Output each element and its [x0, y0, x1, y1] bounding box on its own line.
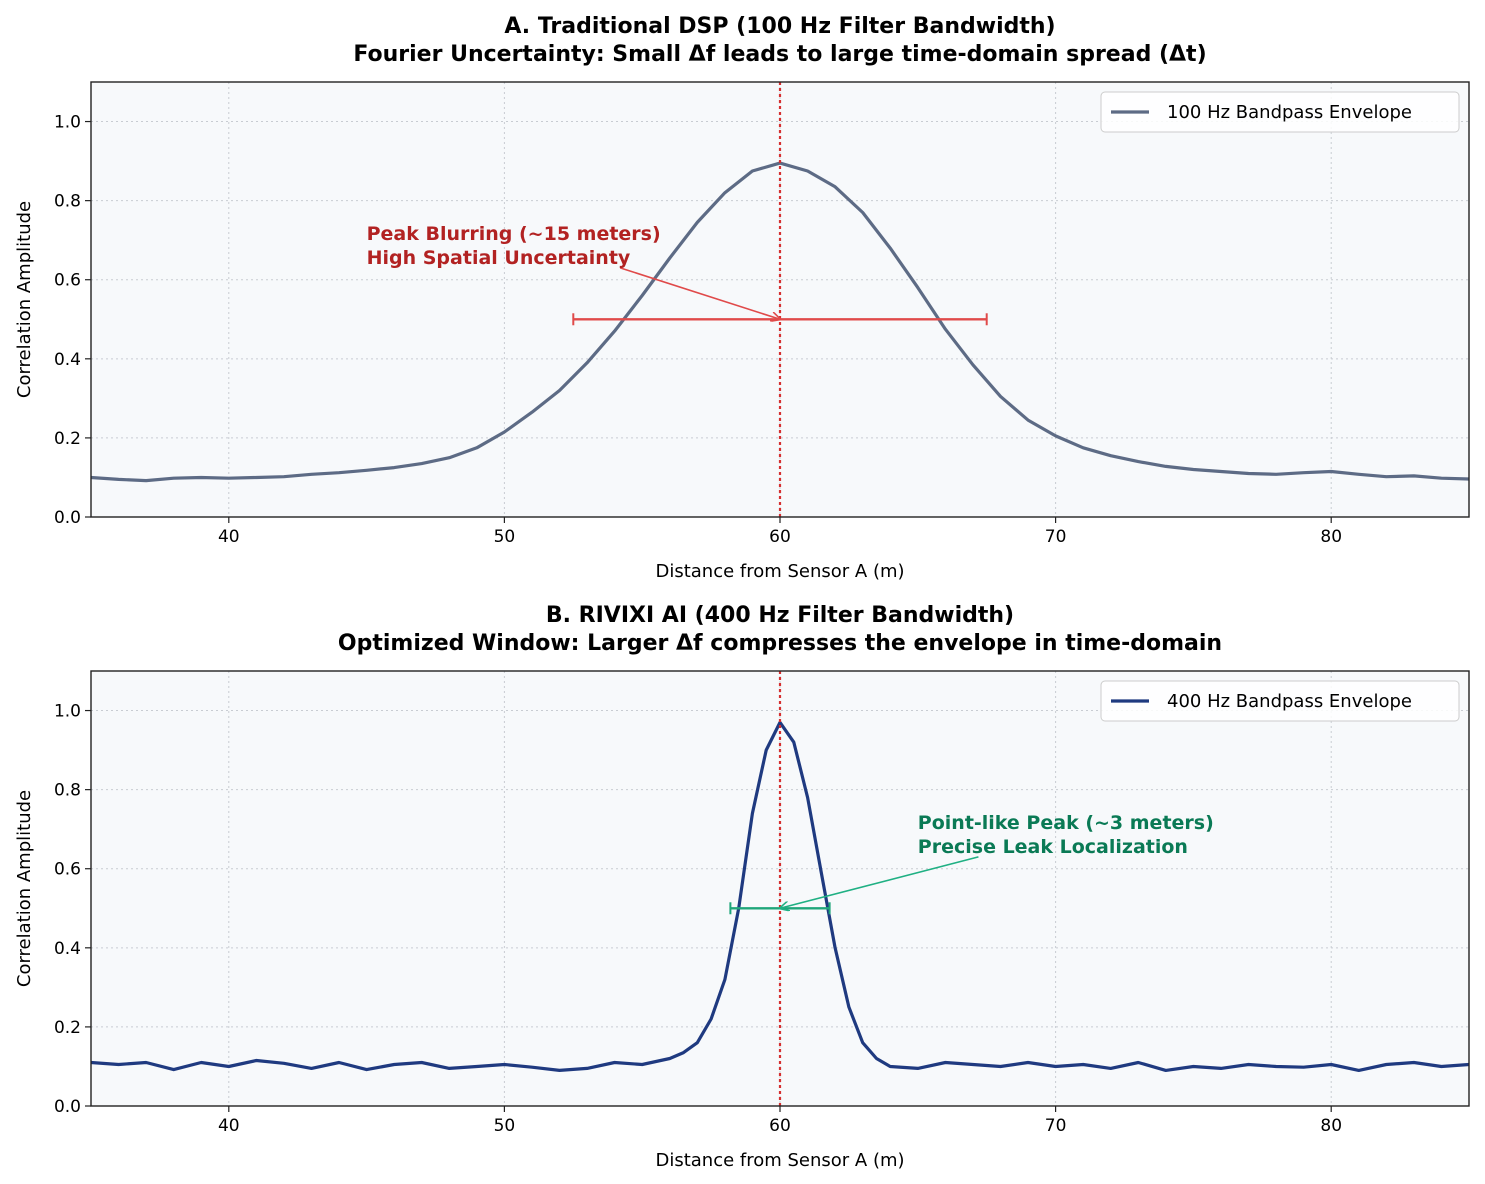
x-axis-label: Distance from Sensor A (m)	[655, 1150, 904, 1171]
y-tick-label: 1.0	[54, 113, 81, 133]
x-tick-label: 60	[769, 1116, 791, 1136]
x-tick-label: 50	[494, 1116, 516, 1136]
annotation-arrow	[780, 856, 979, 908]
legend-entry: 100 Hz Bandpass Envelope	[1167, 102, 1412, 123]
series-group	[90, 161, 1470, 483]
y-axis-label: Correlation Amplitude	[14, 201, 35, 398]
legend: 400 Hz Bandpass Envelope	[1100, 680, 1460, 722]
legend-box	[1100, 680, 1460, 722]
annotation-line-2: High Spatial Uncertainty	[367, 247, 631, 269]
series-group	[90, 720, 1470, 1072]
annotation-line-1: Peak Blurring (~15 meters)	[367, 223, 661, 245]
x-tick-label: 70	[1045, 1116, 1067, 1136]
x-tick-label: 70	[1045, 527, 1067, 547]
panel-b: B. RIVIXI AI (400 Hz Filter Bandwidth) O…	[14, 603, 1470, 1171]
y-tick-label: 0.8	[54, 192, 81, 212]
series-line	[90, 161, 1470, 483]
x-tick-label: 40	[218, 1116, 240, 1136]
x-tick-label: 40	[218, 527, 240, 547]
plot-frame	[90, 81, 1470, 518]
x-tick-label: 50	[494, 527, 516, 547]
legend: 100 Hz Bandpass Envelope	[1100, 91, 1460, 133]
legend-entry: 400 Hz Bandpass Envelope	[1167, 691, 1412, 712]
y-tick-label: 0.6	[54, 860, 81, 880]
overlay-group	[572, 82, 988, 517]
annotation-line-1: Point-like Peak (~3 meters)	[918, 812, 1214, 834]
x-tick-label: 80	[1320, 1116, 1342, 1136]
annotation: Peak Blurring (~15 meters) High Spatial …	[367, 223, 661, 269]
annotation-line-2: Precise Leak Localization	[918, 836, 1188, 858]
y-tick-label: 0.4	[54, 350, 81, 370]
x-tick-label: 80	[1320, 527, 1342, 547]
y-axis-label: Correlation Amplitude	[14, 790, 35, 987]
y-tick-label: 0.2	[54, 429, 81, 449]
annotation-arrow	[619, 267, 780, 319]
legend-box	[1100, 91, 1460, 133]
chart-subtitle: Optimized Window: Larger Δf compresses t…	[338, 631, 1222, 656]
overlay-group	[729, 671, 979, 1106]
y-tick-label: 1.0	[54, 702, 81, 722]
y-tick-label: 0.8	[54, 781, 81, 801]
y-tick-label: 0.4	[54, 939, 81, 959]
y-tick-label: 0.0	[54, 508, 81, 528]
tick-group: 40 50 60 70 80 0.0 0.2 0.4 0.6 0.8 1.0	[54, 702, 1342, 1136]
x-tick-label: 60	[769, 527, 791, 547]
series-line	[90, 720, 1470, 1072]
tick-group: 40 50 60 70 80 0.0 0.2 0.4 0.6 0.8 1.0	[54, 113, 1342, 547]
plot-frame	[90, 670, 1470, 1107]
y-tick-label: 0.2	[54, 1018, 81, 1038]
y-tick-label: 0.0	[54, 1097, 81, 1117]
y-tick-label: 0.6	[54, 271, 81, 291]
annotation: Point-like Peak (~3 meters) Precise Leak…	[918, 812, 1214, 858]
chart-title: A. Traditional DSP (100 Hz Filter Bandwi…	[504, 14, 1055, 39]
chart-title: B. RIVIXI AI (400 Hz Filter Bandwidth)	[546, 603, 1014, 628]
x-axis-label: Distance from Sensor A (m)	[655, 561, 904, 582]
chart-subtitle: Fourier Uncertainty: Small Δf leads to l…	[353, 42, 1206, 67]
panel-a: A. Traditional DSP (100 Hz Filter Bandwi…	[14, 14, 1470, 582]
